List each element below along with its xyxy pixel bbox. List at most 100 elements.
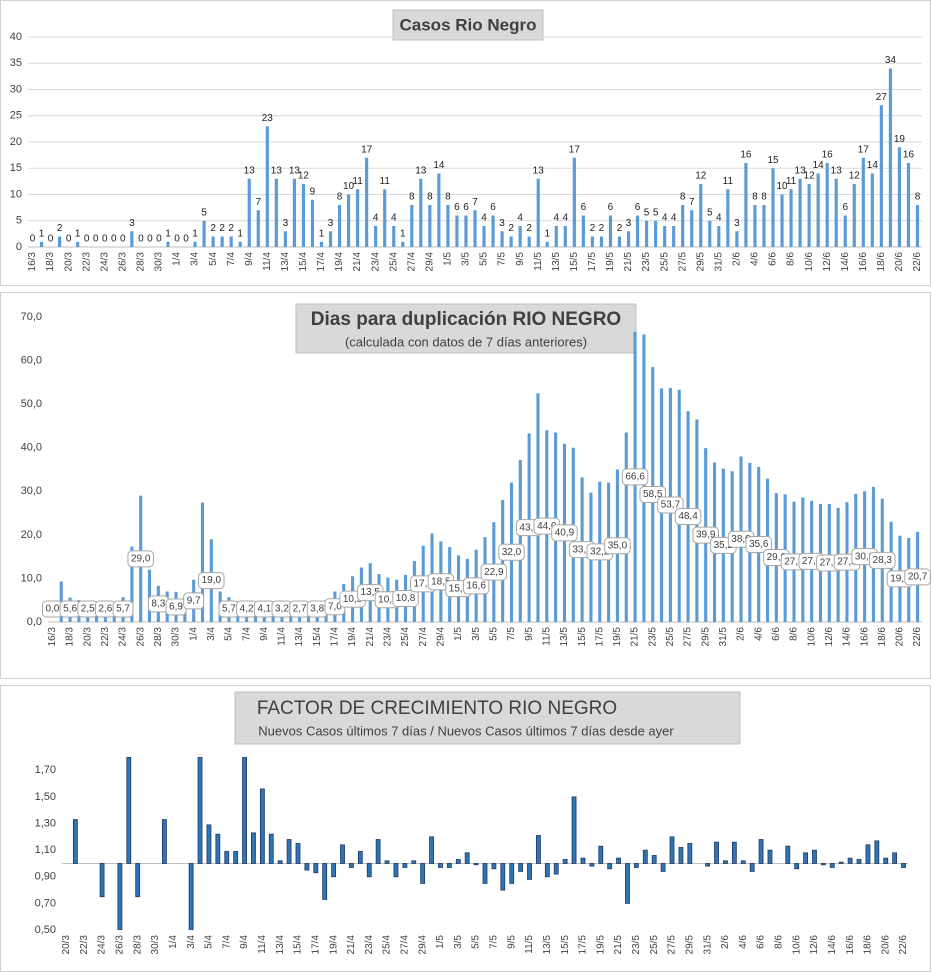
bar — [518, 863, 524, 872]
data-label: 2,6 — [98, 604, 112, 615]
y-tick-label: 35 — [10, 57, 22, 69]
data-label: 13 — [244, 165, 256, 176]
bar — [589, 863, 595, 867]
data-label: 14 — [813, 160, 825, 171]
bars — [72, 757, 906, 930]
data-label: 0 — [111, 234, 117, 245]
bar — [726, 189, 730, 247]
data-label: 2 — [526, 223, 532, 234]
data-label: 10 — [776, 181, 788, 192]
x-tick-label: 13/5 — [559, 627, 570, 647]
bar — [328, 231, 333, 247]
x-tick-label: 27/4 — [399, 935, 410, 955]
bar — [690, 210, 694, 247]
x-tick-label: 22/6 — [898, 935, 909, 955]
bar — [233, 851, 239, 864]
bar — [277, 860, 283, 864]
bar — [375, 839, 381, 864]
title-box — [234, 691, 741, 745]
x-tick-label: 21/5 — [630, 627, 641, 647]
x-tick-label: 5/5 — [479, 252, 490, 266]
x-tick-label: 15/5 — [569, 252, 580, 272]
bar — [491, 863, 497, 870]
bar — [644, 220, 649, 247]
bar — [625, 863, 630, 904]
x-tick-label: 29/4 — [435, 627, 446, 647]
x-tick-label: 27/5 — [677, 252, 688, 272]
x-tick-label: 13/4 — [280, 252, 291, 272]
x-tick-label: 14/6 — [827, 935, 838, 955]
x-tick-label: 18/6 — [863, 935, 874, 955]
bar — [527, 236, 531, 247]
x-tick-label: 24/3 — [99, 252, 110, 272]
title-box — [295, 303, 637, 354]
bar — [852, 184, 856, 247]
x-tick-label: 13/5 — [542, 935, 553, 955]
bar — [383, 189, 387, 247]
bar — [870, 173, 874, 247]
data-label: 8 — [337, 192, 343, 203]
data-label: 0 — [138, 234, 144, 245]
bar — [420, 863, 426, 884]
data-label: 6,9 — [169, 602, 183, 613]
x-tick-label: 23/4 — [370, 252, 381, 272]
bar — [242, 757, 247, 864]
data-label-box — [462, 577, 490, 595]
data-label: 2 — [590, 223, 596, 234]
bar — [446, 863, 452, 868]
data-label-box — [198, 572, 225, 590]
bar — [337, 205, 342, 247]
x-tick-label: 23/4 — [364, 935, 375, 955]
bar — [200, 502, 205, 622]
data-label: 4 — [716, 213, 722, 224]
x-tick-label: 22/6 — [912, 252, 923, 272]
bar — [310, 199, 315, 247]
bar — [785, 845, 791, 864]
bar — [744, 163, 748, 247]
bar — [901, 863, 906, 868]
bar — [527, 863, 532, 880]
bar — [411, 860, 417, 864]
data-label: 27,1 — [820, 558, 840, 569]
y-tick-label: 0 — [16, 241, 22, 253]
data-label: 16 — [903, 150, 915, 161]
data-label: 0 — [93, 234, 99, 245]
bar — [319, 241, 324, 247]
x-tick-label: 1/5 — [453, 627, 464, 641]
bar — [633, 863, 639, 868]
data-label: 7 — [255, 197, 261, 208]
data-label: 4 — [373, 213, 379, 224]
data-label: 48,4 — [678, 511, 698, 522]
x-tick-label: 28/3 — [132, 935, 143, 955]
bar — [374, 226, 378, 247]
data-label: 30,0 — [855, 551, 875, 562]
bar — [500, 231, 504, 247]
data-label: 6 — [490, 202, 496, 213]
bar — [428, 205, 432, 247]
bar — [224, 851, 230, 864]
bar — [581, 215, 585, 247]
data-label: 1 — [544, 228, 550, 239]
data-label: 13 — [533, 165, 545, 176]
data-label-box — [183, 592, 205, 610]
y-tick-label: 10,0 — [21, 572, 42, 584]
bar — [410, 205, 414, 247]
x-tick-label: 3/5 — [461, 252, 472, 266]
bar — [286, 839, 292, 864]
y-tick-label: 30,0 — [21, 485, 42, 497]
x-tick-label: 11/4 — [257, 935, 268, 954]
y-tick-label: 60,0 — [21, 354, 42, 366]
bar — [562, 859, 568, 864]
data-label: 27,6 — [784, 557, 804, 568]
bar — [865, 844, 871, 864]
bar — [193, 241, 197, 247]
data-label: 8 — [761, 192, 767, 203]
bar — [259, 788, 265, 864]
bar — [215, 833, 221, 864]
data-label: 8 — [409, 192, 415, 203]
data-label: 16 — [822, 150, 834, 161]
bar — [642, 849, 648, 864]
data-label: 5 — [707, 207, 713, 218]
data-label: 20,7 — [908, 572, 928, 583]
data-label: 4 — [481, 213, 487, 224]
